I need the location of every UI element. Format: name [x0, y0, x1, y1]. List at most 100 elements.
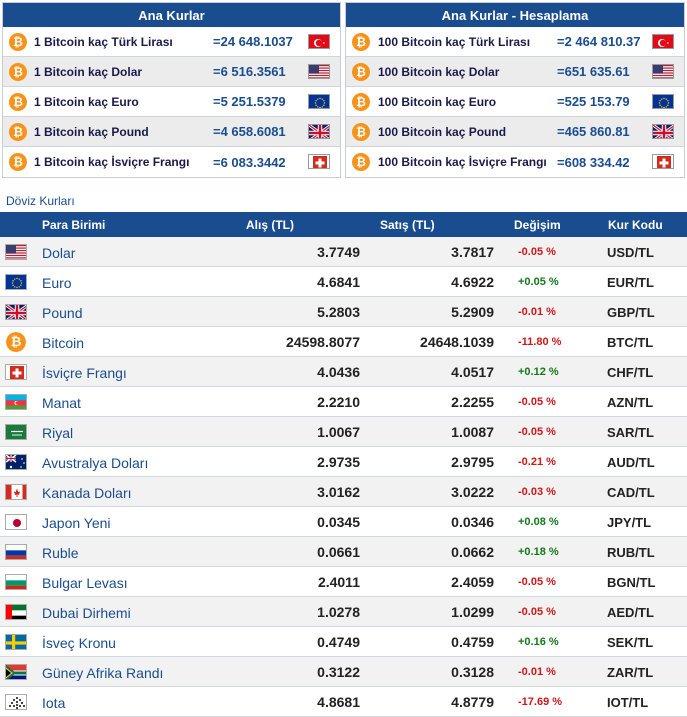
- table-row[interactable]: Dubai Dirhemi 1.0278 1.0299 -0.05 % AED/TL: [0, 597, 687, 627]
- calc-rate-row: ₿ 100 Bitcoin kaç Dolar =651 635.61: [346, 57, 684, 87]
- header-code[interactable]: Kur Kodu: [608, 218, 663, 232]
- usa-flag-icon: [308, 64, 330, 79]
- table-row[interactable]: İsveç Kronu 0.4749 0.4759 +0.16 % SEK/TL: [0, 627, 687, 657]
- main-rate-value: =6 516.3561: [213, 64, 286, 79]
- header-currency[interactable]: Para Birimi: [42, 218, 106, 232]
- currency-code: AUD/TL: [607, 455, 655, 470]
- table-row[interactable]: Iota 4.8681 4.8779 -17.69 % IOT/TL: [0, 687, 687, 717]
- currency-name-link[interactable]: Iota: [42, 695, 66, 711]
- calc-rate-label[interactable]: 100 Bitcoin kaç Dolar: [378, 64, 500, 79]
- calc-rate-label[interactable]: 100 Bitcoin kaç Türk Lirası: [378, 34, 531, 49]
- currency-name-link[interactable]: Bulgar Levası: [42, 575, 128, 591]
- bitcoin-icon: ₿: [352, 123, 370, 141]
- buy-rate: 0.0345: [317, 514, 360, 530]
- uk-flag-icon: [652, 124, 674, 139]
- currency-name-link[interactable]: Ruble: [42, 545, 79, 561]
- table-row[interactable]: Kanada Doları 3.0162 3.0222 -0.03 % CAD/TL: [0, 477, 687, 507]
- change-percent: -0.05 %: [518, 576, 556, 588]
- main-rate-label[interactable]: 1 Bitcoin kaç Dolar: [34, 64, 143, 79]
- buy-rate: 0.3122: [317, 664, 360, 680]
- buy-rate: 5.2803: [317, 304, 360, 320]
- main-rate-label[interactable]: 1 Bitcoin kaç Euro: [34, 94, 139, 109]
- sell-rate: 1.0087: [451, 424, 494, 440]
- buy-rate: 2.2210: [317, 394, 360, 410]
- calc-rate-value: =651 635.61: [557, 64, 630, 79]
- currency-code: AZN/TL: [607, 395, 654, 410]
- currency-name-link[interactable]: Dolar: [42, 245, 76, 261]
- uk-flag-icon: [308, 124, 330, 139]
- switzerland-flag-icon: [652, 154, 674, 169]
- buy-rate: 2.9735: [317, 454, 360, 470]
- sell-rate: 1.0299: [451, 604, 494, 620]
- table-row[interactable]: Japon Yeni 0.0345 0.0346 +0.08 % JPY/TL: [0, 507, 687, 537]
- change-percent: -11.80 %: [518, 336, 562, 348]
- table-row[interactable]: Avustralya Doları 2.9735 2.9795 -0.21 % AUD/…: [0, 447, 687, 477]
- header-change[interactable]: Değişim: [514, 218, 561, 232]
- uae-flag-icon: [5, 604, 27, 620]
- main-rate-label[interactable]: 1 Bitcoin kaç Pound: [34, 124, 149, 139]
- main-rate-row: ₿ 1 Bitcoin kaç Türk Lirası =24 648.1037: [3, 27, 340, 57]
- currency-code: EUR/TL: [607, 275, 654, 290]
- change-percent: +0.12 %: [518, 366, 559, 378]
- currency-name-link[interactable]: Riyal: [42, 425, 74, 441]
- table-row[interactable]: Riyal 1.0067 1.0087 -0.05 % SAR/TL: [0, 417, 687, 447]
- currency-code: AED/TL: [607, 605, 654, 620]
- currency-table-header: Para Birimi Alış (TL) Satış (TL) Değişim…: [0, 212, 687, 237]
- change-percent: -17.69 %: [518, 696, 563, 708]
- sell-rate: 24648.1039: [420, 334, 494, 350]
- change-percent: +0.18 %: [518, 546, 559, 558]
- main-rate-value: =6 083.3442: [213, 154, 286, 170]
- sell-rate: 0.3128: [451, 664, 494, 680]
- currency-name-link[interactable]: İsveç Kronu: [42, 635, 116, 651]
- table-row[interactable]: Ruble 0.0661 0.0662 +0.18 % RUB/TL: [0, 537, 687, 567]
- main-rate-label[interactable]: 1 Bitcoin kaç Türk Lirası: [34, 34, 173, 49]
- calc-rate-row: ₿ 100 Bitcoin kaç Türk Lirası =2 464 810.3…: [346, 27, 684, 57]
- table-row[interactable]: ₿ Bitcoin 24598.8077 24648.1039 -11.80 % BTC/…: [0, 327, 687, 357]
- buy-rate: 4.0436: [317, 364, 360, 380]
- table-row[interactable]: Manat 2.2210 2.2255 -0.05 % AZN/TL: [0, 387, 687, 417]
- table-row[interactable]: Güney Afrika Randı 0.3122 0.3128 -0.01 % ZAR…: [0, 657, 687, 687]
- currency-code: GBP/TL: [607, 305, 655, 320]
- sell-rate: 3.7817: [451, 244, 494, 260]
- main-rates-title: Ana Kurlar: [3, 3, 340, 27]
- header-sell[interactable]: Satış (TL): [380, 218, 435, 232]
- eu-flag-icon: [308, 94, 330, 109]
- currency-name-link[interactable]: Euro: [42, 275, 72, 291]
- table-row[interactable]: Bulgar Levası 2.4011 2.4059 -0.05 % BGN/TL: [0, 567, 687, 597]
- calc-rate-label[interactable]: 100 Bitcoin kaç Euro: [378, 94, 497, 109]
- main-rate-value: =5 251.5379: [213, 94, 286, 109]
- table-row[interactable]: İsviçre Frangı 4.0436 4.0517 +0.12 % CHF/TL: [0, 357, 687, 387]
- currency-code: SAR/TL: [607, 425, 654, 440]
- buy-rate: 3.7749: [317, 244, 360, 260]
- currency-name-link[interactable]: Manat: [42, 395, 81, 411]
- currency-name-link[interactable]: Japon Yeni: [42, 515, 111, 531]
- calc-rate-label[interactable]: 100 Bitcoin kaç Pound: [378, 124, 507, 139]
- main-rate-value: =24 648.1037: [213, 34, 293, 49]
- header-buy[interactable]: Alış (TL): [246, 218, 294, 232]
- currency-rates-table: Para Birimi Alış (TL) Satış (TL) Değişim…: [0, 212, 687, 717]
- currency-name-link[interactable]: Güney Afrika Randı: [42, 665, 164, 681]
- calc-rates-list: ₿ 100 Bitcoin kaç Türk Lirası =2 464 810.3…: [346, 27, 684, 177]
- table-row[interactable]: Pound 5.2803 5.2909 -0.01 % GBP/TL: [0, 297, 687, 327]
- currency-code: JPY/TL: [607, 515, 652, 530]
- calc-rate-value: =2 464 810.37: [557, 34, 641, 49]
- bitcoin-icon: ₿: [352, 63, 370, 81]
- currency-name-link[interactable]: Pound: [42, 305, 83, 321]
- sell-rate: 0.4759: [451, 634, 494, 650]
- australia-flag-icon: [5, 454, 27, 470]
- currency-name-link[interactable]: Dubai Dirhemi: [42, 605, 131, 621]
- currency-name-link[interactable]: Bitcoin: [42, 335, 85, 351]
- currency-name-link[interactable]: Avustralya Doları: [42, 455, 149, 471]
- currency-code: SEK/TL: [607, 635, 654, 650]
- currency-name-link[interactable]: İsviçre Frangı: [42, 365, 127, 381]
- buy-rate: 1.0067: [317, 424, 360, 440]
- currency-name-link[interactable]: Kanada Doları: [42, 485, 132, 501]
- calc-rate-value: =465 860.81: [557, 124, 630, 139]
- calc-rate-label[interactable]: 100 Bitcoin kaç İsviçre Frangı: [378, 155, 547, 169]
- sell-rate: 0.0662: [451, 544, 494, 560]
- buy-rate: 4.8681: [317, 694, 360, 710]
- table-row[interactable]: Euro 4.6841 4.6922 +0.05 % EUR/TL: [0, 267, 687, 297]
- buy-rate: 4.6841: [317, 274, 360, 290]
- table-row[interactable]: Dolar 3.7749 3.7817 -0.05 % USD/TL: [0, 237, 687, 267]
- main-rate-label[interactable]: 1 Bitcoin kaç İsviçre Frangı: [34, 155, 190, 169]
